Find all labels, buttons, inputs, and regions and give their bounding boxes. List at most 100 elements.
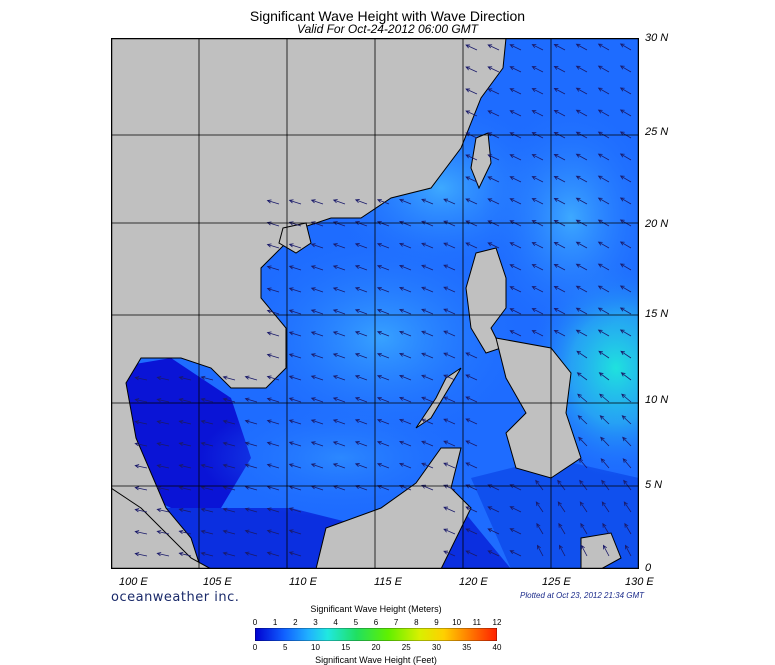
wave-direction-arrow xyxy=(354,331,368,337)
wave-direction-arrow xyxy=(553,109,566,117)
wave-direction-arrow xyxy=(354,309,368,315)
wave-direction-arrow xyxy=(509,286,522,293)
wave-direction-arrow xyxy=(288,551,302,557)
wave-direction-arrow xyxy=(597,65,610,73)
wave-direction-arrow xyxy=(244,529,258,535)
lat-label-5n: 5 N xyxy=(645,479,663,491)
wave-direction-arrow xyxy=(487,66,500,73)
wave-direction-arrow xyxy=(310,397,324,403)
wave-direction-arrow xyxy=(244,463,258,469)
wave-direction-arrow xyxy=(376,462,390,469)
wave-direction-arrow xyxy=(134,552,148,557)
wave-direction-arrow xyxy=(601,479,610,491)
wave-direction-arrow xyxy=(244,551,258,557)
wave-direction-arrow xyxy=(509,264,522,271)
wave-direction-arrow xyxy=(531,110,544,117)
wave-direction-arrow xyxy=(597,241,610,249)
wave-direction-arrow xyxy=(354,375,368,381)
legend-meter-tick: 4 xyxy=(333,618,338,627)
wave-direction-arrow xyxy=(399,418,412,425)
wave-direction-arrow xyxy=(599,415,610,425)
wave-direction-arrow xyxy=(465,198,478,205)
legend-meter-tick: 7 xyxy=(393,618,399,627)
wave-direction-arrow xyxy=(619,43,632,51)
wave-direction-arrow xyxy=(376,330,390,337)
wave-direction-arrow xyxy=(597,307,610,315)
legend-meter-tick: 3 xyxy=(313,618,318,627)
wave-direction-arrow xyxy=(619,109,632,117)
wave-direction-arrow xyxy=(156,486,170,491)
wave-direction-arrow xyxy=(156,552,170,557)
wave-direction-arrow xyxy=(443,440,456,447)
wave-direction-arrow xyxy=(553,307,566,315)
wave-direction-arrow xyxy=(376,352,390,359)
wave-direction-arrow xyxy=(376,418,390,425)
wave-direction-arrow xyxy=(421,418,434,425)
wave-direction-arrow xyxy=(266,419,280,425)
wave-direction-arrow xyxy=(332,309,346,315)
lat-lon-grid xyxy=(111,38,639,569)
lon-label-115e: 115 E xyxy=(374,576,402,588)
wave-direction-arrow xyxy=(443,198,456,205)
wave-direction-arrow xyxy=(376,242,390,249)
wave-direction-arrow xyxy=(288,265,302,271)
wave-direction-arrow xyxy=(465,396,478,403)
color-scale-bar xyxy=(255,628,497,641)
wave-direction-arrow xyxy=(443,374,456,381)
wave-direction-arrow xyxy=(376,440,390,447)
wave-direction-arrow xyxy=(624,544,632,557)
wave-direction-arrow xyxy=(354,419,368,425)
wave-direction-arrow xyxy=(376,308,390,315)
wave-direction-arrow xyxy=(536,522,544,535)
wave-direction-arrow xyxy=(244,419,258,425)
wave-direction-arrow xyxy=(288,331,302,337)
wave-direction-arrow xyxy=(602,544,610,557)
wave-direction-arrow xyxy=(597,109,610,117)
wave-direction-arrow xyxy=(310,441,324,447)
wave-direction-arrow xyxy=(621,415,632,425)
wave-direction-arrow xyxy=(288,507,302,513)
legend-meter-tick: 12 xyxy=(492,618,502,627)
wave-direction-arrow xyxy=(200,441,214,447)
wave-direction-arrow xyxy=(354,397,368,403)
wave-direction-arrow xyxy=(310,287,324,293)
wave-direction-arrow xyxy=(421,396,434,403)
wave-direction-arrow xyxy=(354,463,368,469)
legend-meter-tick: 10 xyxy=(452,618,462,627)
legend-feet-tick: 5 xyxy=(283,643,288,652)
wave-direction-arrow xyxy=(178,485,192,491)
wave-direction-arrow xyxy=(376,396,390,403)
wave-direction-arrow xyxy=(399,264,412,271)
wave-direction-arrow xyxy=(288,353,302,359)
wave-direction-arrow xyxy=(465,528,478,535)
wave-direction-arrow xyxy=(222,463,236,469)
wave-direction-arrow xyxy=(310,375,324,381)
legend-feet-tick: 40 xyxy=(492,643,502,652)
wave-direction-arrow xyxy=(421,330,434,337)
wave-direction-arrow xyxy=(354,199,368,205)
wave-direction-arrow xyxy=(421,462,434,469)
wave-direction-arrow xyxy=(553,65,566,73)
wave-direction-arrow xyxy=(266,309,280,315)
wave-direction-arrow xyxy=(597,153,610,161)
wave-direction-arrow xyxy=(288,287,302,293)
legend-feet-tick: 25 xyxy=(401,643,411,652)
lat-label-25n: 25 N xyxy=(645,126,669,138)
wave-direction-arrow xyxy=(487,44,500,51)
wave-direction-arrow xyxy=(575,263,588,271)
wave-direction-arrow xyxy=(399,462,412,469)
wave-direction-arrow xyxy=(134,376,148,381)
wave-direction-arrow xyxy=(578,458,588,469)
color-scale-gradient xyxy=(255,628,497,641)
wave-direction-arrow xyxy=(509,506,522,513)
legend-feet-tick: 0 xyxy=(252,643,258,652)
wave-direction-arrow xyxy=(178,441,192,447)
wave-direction-arrow xyxy=(465,440,478,447)
wave-height-map xyxy=(111,38,639,569)
wave-direction-arrow xyxy=(576,350,588,359)
wave-direction-arrow xyxy=(575,87,588,95)
wave-direction-arrow xyxy=(354,353,368,359)
legend-meter-tick: 5 xyxy=(353,618,359,627)
wave-direction-arrow xyxy=(597,263,610,271)
wave-direction-arrow xyxy=(443,396,456,403)
